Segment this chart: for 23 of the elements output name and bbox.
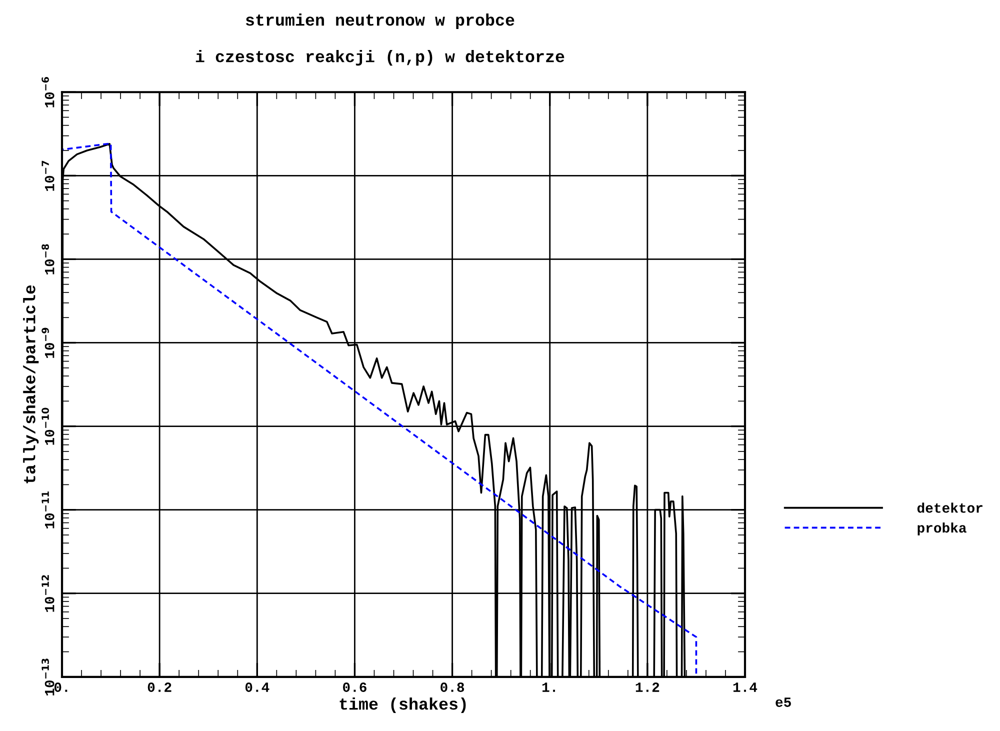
text: probka bbox=[918, 522, 966, 536]
y-tick-label: 10$^{−11}$ bbox=[42, 491, 54, 528]
text: e5 bbox=[776, 698, 791, 707]
y-tick-label: 10$^{−9}$ bbox=[42, 328, 54, 358]
text: detektor bbox=[917, 502, 982, 513]
y-tick-label: 10$^{−12}$ bbox=[42, 575, 54, 612]
x-tick-label: 0. bbox=[54, 682, 68, 692]
x-tick-label: 0.2 bbox=[148, 682, 172, 692]
y-tick-label: 10$^{−10}$ bbox=[42, 408, 54, 445]
x-tick-label: 0.4 bbox=[245, 682, 270, 692]
x-tick-label: 1. bbox=[542, 682, 556, 692]
x-tick-label: 1.2 bbox=[636, 682, 660, 692]
chart-subtitle: i czestosc reakcji (n,p) w detektorze bbox=[196, 50, 564, 66]
chart-title: strumien neutronow w probce bbox=[246, 14, 514, 30]
x-axis-title: time (shakes) bbox=[340, 697, 466, 714]
x-tick-label: 1.4 bbox=[733, 682, 758, 692]
y-axis-title: tally/shake/particle bbox=[23, 285, 39, 484]
x-tick-label: 0.8 bbox=[440, 682, 464, 692]
x-tick-label: 0.6 bbox=[343, 682, 366, 692]
y-tick-label: 10$^{−8}$ bbox=[42, 244, 54, 274]
y-tick-label: 10$^{−7}$ bbox=[42, 160, 54, 191]
y-tick-label: 10$^{−6}$ bbox=[42, 77, 54, 108]
y-tick-label: 10$^{−13}$ bbox=[42, 658, 54, 696]
